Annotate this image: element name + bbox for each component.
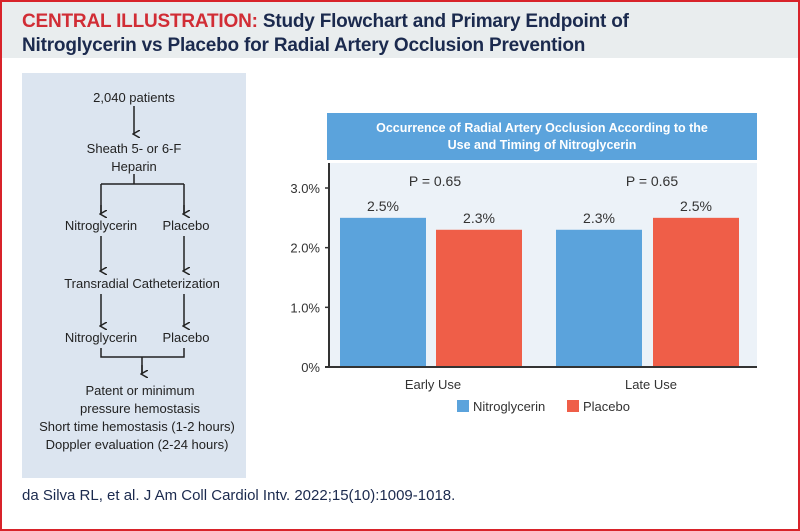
bar-placebo-late-use (653, 217, 739, 367)
bar-placebo-early-use (436, 229, 522, 367)
flow-final-4: Doppler evaluation (2-24 hours) (46, 437, 229, 452)
flow-arm-nitro-2: Nitroglycerin (65, 330, 137, 345)
legend-swatch-placebo (567, 400, 579, 412)
legend-swatch-nitroglycerin (457, 400, 469, 412)
flow-step-patients: 2,040 patients (93, 90, 175, 105)
title-line2: Nitroglycerin vs Placebo for Radial Arte… (22, 35, 586, 56)
flow-final-3: Short time hemostasis (1-2 hours) (39, 419, 235, 434)
p-value-late: P = 0.65 (626, 173, 679, 189)
title-lead: CENTRAL ILLUSTRATION: (22, 11, 258, 32)
y-tick-label: 1.0% (290, 300, 320, 315)
flow-arm-nitro-1: Nitroglycerin (65, 218, 137, 233)
title-line1: Study Flowchart and Primary Endpoint of (262, 11, 629, 32)
p-value-early: P = 0.65 (409, 173, 462, 189)
flowchart-panel (22, 73, 246, 478)
y-tick-label: 3.0% (290, 181, 320, 196)
data-label: 2.3% (463, 210, 495, 226)
flowchart (101, 106, 184, 374)
bar-nitroglycerin-late-use (556, 229, 642, 367)
data-label: 2.3% (583, 210, 615, 226)
citation: da Silva RL, et al. J Am Coll Cardiol In… (22, 487, 456, 504)
legend-label-placebo: Placebo (583, 399, 630, 414)
data-label: 2.5% (680, 198, 712, 214)
legend-label-nitroglycerin: Nitroglycerin (473, 399, 545, 414)
flow-step-sheath: Sheath 5- or 6-F (87, 141, 182, 156)
data-label: 2.5% (367, 198, 399, 214)
figure-title: CENTRAL ILLUSTRATION: Study Flowchart an… (22, 10, 629, 58)
x-label-late: Late Use (625, 377, 677, 392)
chart-title-line1: Occurrence of Radial Artery Occlusion Ac… (376, 121, 708, 135)
chart-title-box (327, 113, 757, 160)
bar-nitroglycerin-early-use (340, 217, 426, 367)
split-bracket (100, 174, 185, 213)
y-axis: 0% 1.0% 2.0% 3.0% (290, 163, 757, 375)
header: CENTRAL ILLUSTRATION: Study Flowchart an… (2, 2, 798, 58)
flow-step-catheterization: Transradial Catheterization (64, 276, 220, 291)
flow-arm-placebo-1: Placebo (163, 218, 210, 233)
flow-arm-placebo-2: Placebo (163, 330, 210, 345)
y-tick-label: 0% (301, 360, 320, 375)
flow-final-2: pressure hemostasis (80, 401, 200, 416)
chart-title-line2: Use and Timing of Nitroglycerin (448, 138, 637, 152)
x-label-early: Early Use (405, 377, 461, 392)
y-tick-label: 2.0% (290, 241, 320, 256)
bars: 2.5% 2.3% 2.3% 2.5% (340, 198, 739, 367)
flow-final-1: Patent or minimum (85, 383, 194, 398)
flow-step-heparin: Heparin (111, 159, 157, 174)
